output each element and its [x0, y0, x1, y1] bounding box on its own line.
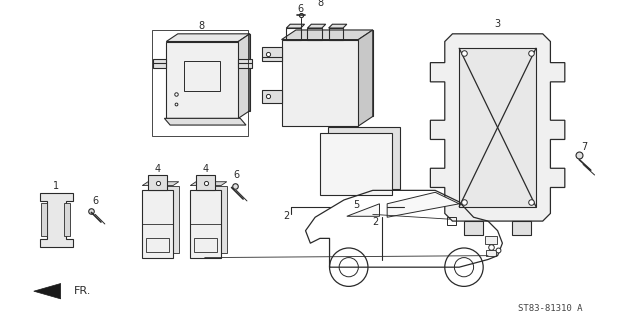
Polygon shape [286, 24, 304, 28]
Polygon shape [308, 24, 326, 28]
Bar [166, 42, 238, 118]
Bar [196, 175, 215, 190]
Text: ST83-81310 A: ST83-81310 A [518, 304, 583, 313]
Bar [152, 30, 248, 136]
Bar [41, 203, 47, 236]
Polygon shape [166, 34, 250, 42]
Polygon shape [262, 90, 282, 103]
Bar [142, 190, 173, 258]
Text: 1: 1 [53, 180, 59, 190]
Polygon shape [262, 47, 282, 61]
Bar [190, 190, 221, 258]
Polygon shape [190, 182, 227, 186]
Polygon shape [164, 118, 246, 125]
Text: FR.: FR. [74, 286, 92, 296]
Text: 2: 2 [283, 211, 289, 221]
Text: 6: 6 [297, 4, 304, 14]
Polygon shape [39, 193, 73, 247]
Polygon shape [238, 59, 252, 68]
Polygon shape [329, 24, 347, 28]
Polygon shape [34, 284, 61, 299]
Bar [486, 250, 496, 256]
Text: 2: 2 [373, 217, 379, 227]
Bar [464, 221, 483, 236]
Text: 4: 4 [155, 164, 161, 174]
Polygon shape [431, 34, 565, 221]
Bar [308, 28, 322, 40]
Polygon shape [459, 48, 536, 207]
Polygon shape [387, 192, 459, 217]
Circle shape [339, 258, 359, 277]
Bar [194, 238, 217, 252]
Polygon shape [327, 127, 399, 189]
Polygon shape [178, 34, 250, 111]
Text: 5: 5 [353, 200, 359, 210]
Polygon shape [296, 30, 373, 116]
Circle shape [454, 258, 473, 277]
Polygon shape [148, 186, 179, 253]
Polygon shape [347, 204, 380, 216]
Circle shape [445, 248, 483, 286]
Polygon shape [359, 30, 373, 126]
Bar [447, 217, 456, 225]
Bar [320, 133, 392, 195]
Circle shape [329, 248, 368, 286]
Polygon shape [196, 186, 227, 253]
Polygon shape [142, 182, 179, 186]
Polygon shape [238, 34, 250, 118]
Text: 8: 8 [199, 21, 205, 31]
Text: 3: 3 [494, 19, 501, 29]
Bar [485, 236, 497, 244]
Text: 8: 8 [317, 0, 323, 8]
Bar [64, 203, 70, 236]
Polygon shape [282, 30, 373, 40]
Bar [329, 28, 343, 40]
Bar [286, 28, 301, 40]
Bar [148, 175, 168, 190]
Text: 6: 6 [233, 170, 240, 180]
Polygon shape [153, 59, 166, 68]
Bar [146, 238, 169, 252]
Text: 6: 6 [92, 196, 98, 206]
Text: 4: 4 [203, 164, 209, 174]
Text: 7: 7 [581, 142, 587, 152]
Bar [183, 61, 220, 92]
Bar [512, 221, 531, 236]
Bar [282, 40, 359, 126]
